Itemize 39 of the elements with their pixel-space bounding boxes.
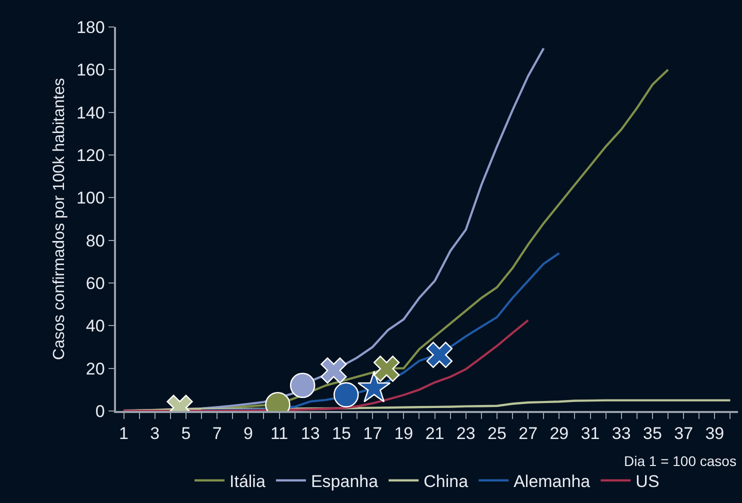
- x-tick-label: 27: [518, 424, 538, 444]
- x-tick-label: 35: [643, 424, 662, 444]
- legend-label: China: [424, 472, 469, 492]
- x-tick-label: 37: [674, 424, 694, 444]
- y-tick-label: 100: [76, 188, 105, 208]
- y-tick-label: 80: [86, 231, 105, 250]
- x-tick-label: 3: [150, 424, 160, 444]
- y-tick-label: 20: [86, 359, 105, 378]
- x-tick-label: 31: [580, 424, 600, 444]
- x-tick-label: 17: [363, 424, 382, 444]
- legend-label: Itália: [230, 472, 266, 492]
- x-tick-label: 25: [488, 424, 506, 444]
- line-series: [200, 252, 560, 411]
- legend-label: US: [636, 472, 660, 492]
- x-tick-label: 15: [332, 424, 351, 444]
- x-tick-label: 11: [270, 424, 288, 444]
- legend-label: Espanha: [310, 472, 379, 492]
- text: Dia 1 = 100 casos: [624, 453, 736, 469]
- legend-label: Alemanha: [514, 472, 591, 492]
- x-tick-label: 19: [394, 424, 414, 444]
- y-axis-title: Casos confirmados por 100k habitantes: [50, 78, 68, 360]
- x-tick-label: 5: [181, 424, 191, 444]
- x-tick-label: 13: [300, 424, 320, 444]
- x-tick-label: 21: [425, 424, 444, 444]
- x-tick-label: 29: [550, 424, 569, 444]
- y-tick-label: 120: [76, 146, 105, 165]
- x-tick-label: 23: [456, 424, 476, 444]
- x-tick-label: 1: [119, 424, 129, 444]
- y-tick-label: 160: [76, 60, 105, 80]
- y-tick-label: 0: [95, 402, 105, 421]
- line-series: [122, 319, 530, 411]
- x-tick-label: 39: [705, 424, 724, 444]
- y-tick-label: 60: [86, 274, 105, 293]
- y-tick-label: 180: [76, 18, 105, 37]
- y-tick-label: 40: [86, 316, 105, 336]
- x-tick-label: 7: [212, 424, 222, 444]
- y-tick-label: 140: [76, 103, 105, 122]
- x-tick-label: 33: [612, 424, 631, 444]
- x-tick-label: 9: [243, 424, 253, 444]
